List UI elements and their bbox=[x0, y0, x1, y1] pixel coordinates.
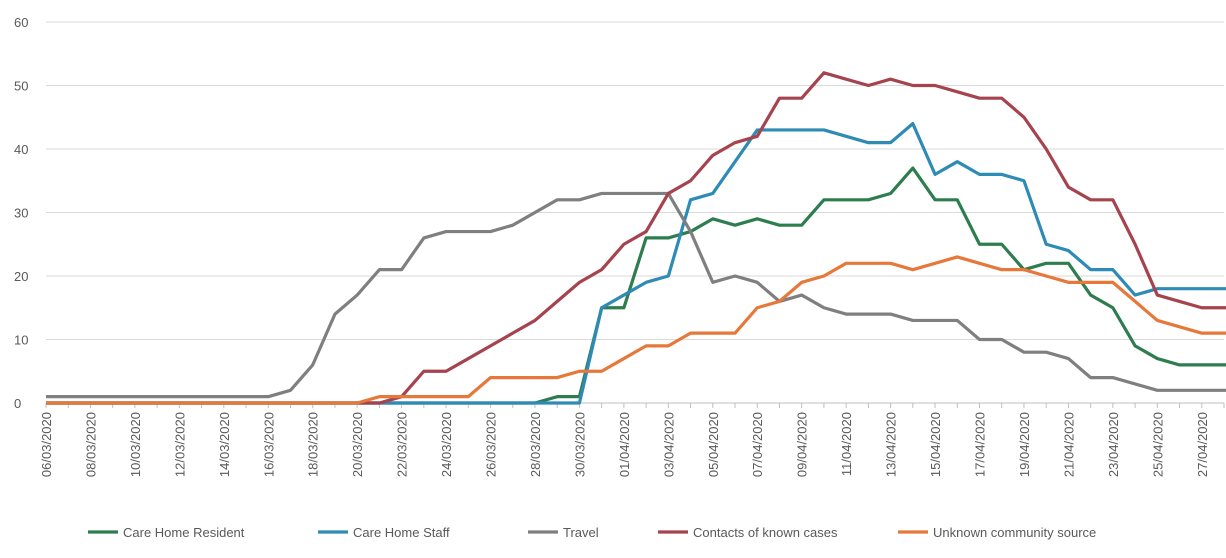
series-line-care-home-resident bbox=[46, 166, 1226, 405]
gridlines bbox=[46, 21, 1224, 340]
legend-label: Care Home Staff bbox=[353, 525, 450, 540]
x-axis: 06/03/2020 08/03/2020 10/03/2020 12/03/2020… bbox=[39, 402, 1225, 477]
y-tick-label: 50 bbox=[14, 79, 28, 94]
x-tick-label: 23/04/2020 bbox=[1106, 412, 1121, 477]
y-tick-label: 20 bbox=[14, 269, 28, 284]
x-tick-label: 13/04/2020 bbox=[884, 412, 899, 477]
x-tick-label: 17/04/2020 bbox=[973, 412, 988, 477]
legend-label: Care Home Resident bbox=[123, 525, 245, 540]
x-tick-label: 20/03/2020 bbox=[350, 412, 365, 477]
x-tick-label: 03/04/2020 bbox=[661, 412, 676, 477]
legend-label: Contacts of known cases bbox=[693, 525, 838, 540]
x-tick-label: 01/04/2020 bbox=[617, 412, 632, 477]
x-tick-label: 24/03/2020 bbox=[439, 412, 454, 477]
x-tick-label: 28/03/2020 bbox=[528, 412, 543, 477]
x-tick-label: 07/04/2020 bbox=[750, 412, 765, 477]
series-line-unknown-community-source bbox=[46, 255, 1226, 405]
x-tick-label: 08/03/2020 bbox=[83, 412, 98, 477]
x-tick-label: 30/03/2020 bbox=[572, 412, 587, 477]
x-tick-label: 18/03/2020 bbox=[306, 412, 321, 477]
y-tick-label: 30 bbox=[14, 206, 28, 221]
legend-label: Travel bbox=[563, 525, 599, 540]
x-tick-label: 14/03/2020 bbox=[217, 412, 232, 477]
x-tick-label: 26/03/2020 bbox=[484, 412, 499, 477]
x-tick-label: 22/03/2020 bbox=[395, 412, 410, 477]
x-tick-label: 05/04/2020 bbox=[706, 412, 721, 477]
legend-label: Unknown community source bbox=[933, 525, 1096, 540]
y-tick-label: 0 bbox=[14, 396, 21, 411]
y-axis: 0 10 20 30 40 50 60 bbox=[14, 15, 28, 411]
x-tick-label: 19/04/2020 bbox=[1017, 412, 1032, 477]
x-tick-label: 15/04/2020 bbox=[928, 412, 943, 477]
y-tick-label: 60 bbox=[14, 15, 28, 30]
x-tick-label: 12/03/2020 bbox=[172, 412, 187, 477]
x-tick-label: 09/04/2020 bbox=[795, 412, 810, 477]
x-tick-label: 11/04/2020 bbox=[839, 412, 854, 476]
x-tick-label: 16/03/2020 bbox=[261, 412, 276, 477]
x-tick-label: 10/03/2020 bbox=[128, 412, 143, 477]
legend: Care Home Resident Care Home Staff Travel C… bbox=[88, 525, 1096, 540]
x-tick-label: 06/03/2020 bbox=[39, 412, 54, 477]
y-tick-label: 10 bbox=[14, 333, 28, 348]
x-tick-label: 25/04/2020 bbox=[1150, 412, 1165, 477]
y-tick-label: 40 bbox=[14, 142, 28, 157]
x-tick-label: 27/04/2020 bbox=[1195, 412, 1210, 477]
series-lines bbox=[46, 71, 1226, 405]
x-tick-label: 21/04/2020 bbox=[1061, 412, 1076, 477]
series-line-travel bbox=[46, 191, 1226, 399]
